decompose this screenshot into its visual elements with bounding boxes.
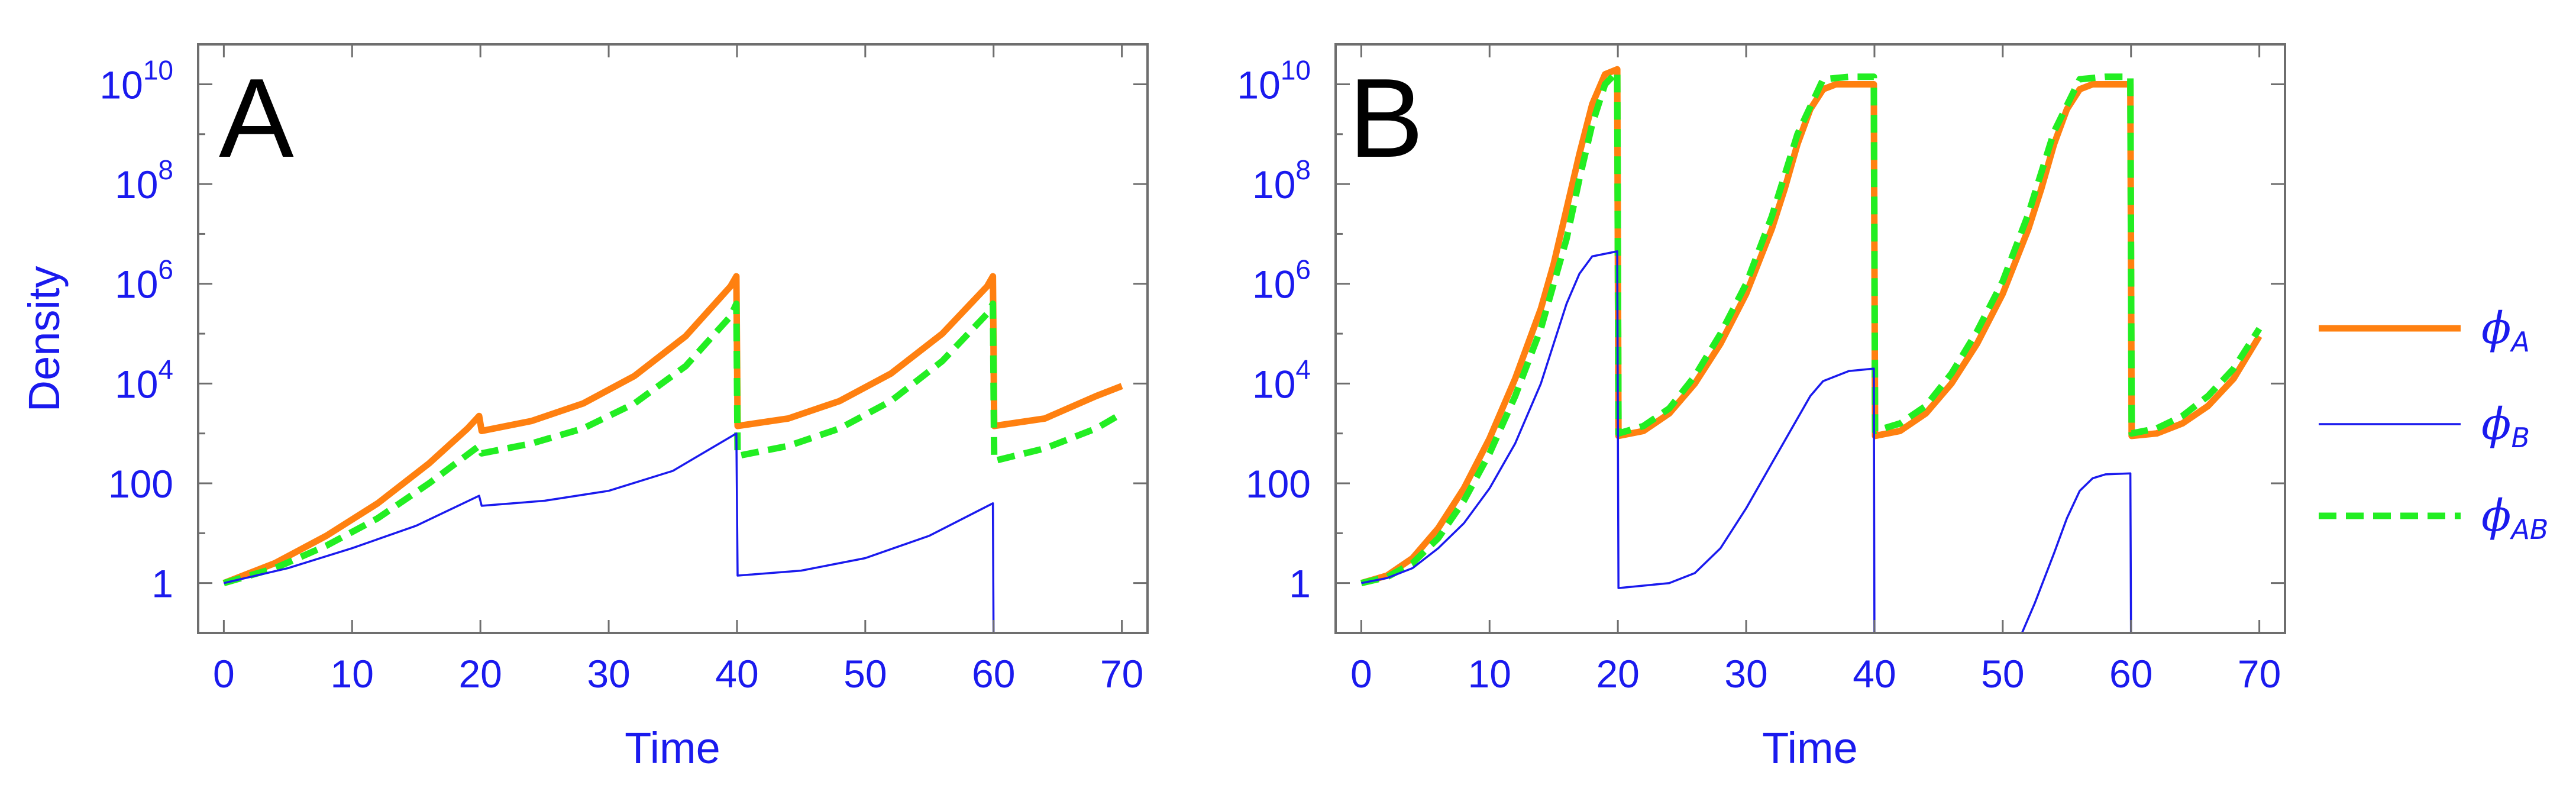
panel-a-x-axis-title: Time	[625, 723, 720, 773]
panel-b-x-tick-label: 70	[2238, 652, 2281, 696]
panel-b-x-tick-label: 60	[2109, 652, 2152, 696]
legend-sub-a: A	[2509, 326, 2529, 358]
panel-a-series-ab	[222, 301, 1124, 586]
panel-a-y-axis-title: Density	[20, 266, 69, 412]
panel-b: 0 10 20 30 40 50 60 70 1 100 104 106 108 1010 B Time	[1237, 43, 2286, 773]
panel-b-series-b	[1361, 250, 2132, 633]
panel-a-ticks: 0 10 20 30 40 50 60 70 1 100 104 106 108 1010	[99, 44, 1148, 696]
panel-b-ticks: 0 10 20 30 40 50 60 70 1 100 104 106 108 1010	[1237, 44, 2285, 696]
panel-a-y-tick-label: 106	[115, 254, 173, 306]
panel-a-x-tick-label: 0	[213, 652, 235, 696]
legend-sub-b: B	[2511, 422, 2530, 454]
legend-label-a: ϕA	[2481, 303, 2530, 358]
panel-b-series-ab	[1360, 68, 2263, 587]
panel-b-x-tick-label: 10	[1468, 652, 1511, 696]
legend-symbol-b: ϕ	[2481, 399, 2511, 450]
panel-b-y-tick-label: 1	[1289, 562, 1311, 606]
panel-b-series-a	[1360, 66, 2263, 586]
panel-a-x-tick-label: 10	[331, 652, 374, 696]
legend-entry-b: ϕB	[2319, 399, 2530, 454]
panel-a-x-tick-label: 30	[587, 652, 630, 696]
panel-b-x-tick-label: 40	[1853, 652, 1896, 696]
panel-a-y-tick-label: 100	[108, 462, 173, 506]
panel-a-series	[222, 273, 1124, 633]
legend-sub-ab: AB	[2509, 513, 2548, 545]
panel-a-series-b	[224, 432, 995, 633]
panel-a-y-tick-label: 1010	[99, 54, 173, 106]
panel-a-x-tick-label: 60	[972, 652, 1015, 696]
legend-symbol-ab: ϕ	[2481, 490, 2511, 541]
panel-b-x-axis-title: Time	[1762, 723, 1858, 773]
panel-b-x-tick-label: 50	[1981, 652, 2024, 696]
panel-b-x-tick-label: 20	[1596, 652, 1639, 696]
panel-b-y-tick-label: 1010	[1237, 54, 1311, 106]
panel-b-x-tick-label: 30	[1724, 652, 1767, 696]
panel-b-x-tick-label: 0	[1350, 652, 1372, 696]
panel-a-x-tick-label: 70	[1100, 652, 1143, 696]
panel-b-letter: B	[1349, 56, 1424, 181]
panel-a-series-a	[222, 273, 1123, 586]
legend-label-ab: ϕAB	[2481, 490, 2548, 545]
panel-a-x-tick-label: 50	[843, 652, 887, 696]
panel-a-x-tick-label: 40	[715, 652, 758, 696]
legend-symbol-a: ϕ	[2481, 303, 2511, 354]
panel-a-y-tick-label: 108	[115, 154, 173, 206]
panel-b-series	[1360, 66, 2263, 633]
legend-entry-a: ϕA	[2319, 303, 2530, 358]
panel-a-x-tick-label: 20	[458, 652, 502, 696]
panel-a-letter: A	[219, 56, 294, 181]
legend-entry-ab: ϕAB	[2319, 490, 2548, 545]
legend-label-b: ϕB	[2481, 399, 2530, 454]
panel-b-frame	[1334, 43, 2286, 634]
panel-b-y-tick-label: 104	[1252, 354, 1311, 406]
panel-a-y-tick-label: 1	[151, 562, 173, 606]
panel-a-frame	[197, 43, 1149, 634]
panel-b-y-tick-label: 108	[1252, 154, 1311, 206]
panel-b-y-tick-label: 100	[1246, 462, 1311, 506]
panel-a-y-tick-label: 104	[115, 354, 173, 406]
panel-b-y-tick-label: 106	[1252, 254, 1311, 306]
legend: ϕA ϕB ϕAB	[2319, 303, 2548, 545]
